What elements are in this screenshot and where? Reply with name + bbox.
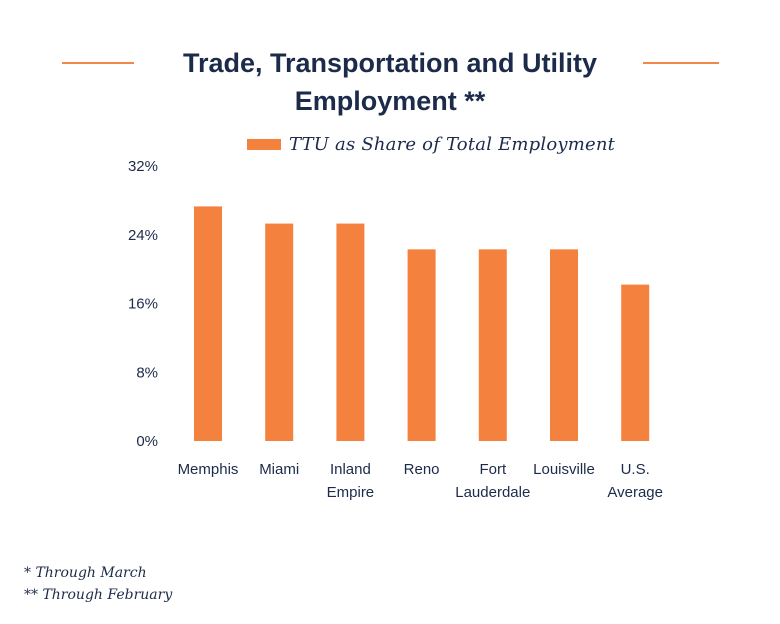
legend-swatch	[247, 138, 281, 150]
title-rule-left	[62, 62, 134, 64]
y-tick-label: 16%	[128, 296, 158, 313]
category-label: Reno	[404, 461, 440, 478]
y-tick-label: 0%	[136, 433, 158, 450]
y-tick-label: 32%	[128, 158, 158, 175]
category-label: Louisville	[533, 461, 595, 478]
chart-legend: TTU as Share of Total Employment	[247, 132, 615, 156]
y-tick-label: 24%	[128, 227, 158, 244]
footnote-through-march: * Through March	[24, 565, 147, 581]
category-label: Lauderdale	[455, 484, 530, 501]
bar	[550, 249, 578, 441]
category-label: Miami	[259, 461, 299, 478]
bar	[336, 223, 365, 441]
category-label: Memphis	[178, 461, 239, 478]
category-label: Inland	[330, 461, 371, 478]
title-rule-right	[643, 62, 719, 64]
bar	[478, 249, 507, 441]
category-label: Empire	[327, 484, 375, 501]
category-label: Average	[607, 484, 663, 501]
bar	[621, 284, 650, 441]
category-label: Fort	[479, 461, 507, 478]
footnote-through-february: ** Through February	[24, 587, 173, 603]
legend-label: TTU as Share of Total Employment	[289, 133, 616, 155]
chart-title-line-2: Employment **	[294, 86, 486, 116]
bar	[265, 223, 294, 441]
y-tick-label: 8%	[136, 364, 158, 381]
category-label: U.S.	[621, 461, 650, 478]
bar	[407, 249, 436, 441]
chart-title-line-1: Trade, Transportation and Utility	[182, 48, 598, 78]
bar	[194, 206, 222, 441]
